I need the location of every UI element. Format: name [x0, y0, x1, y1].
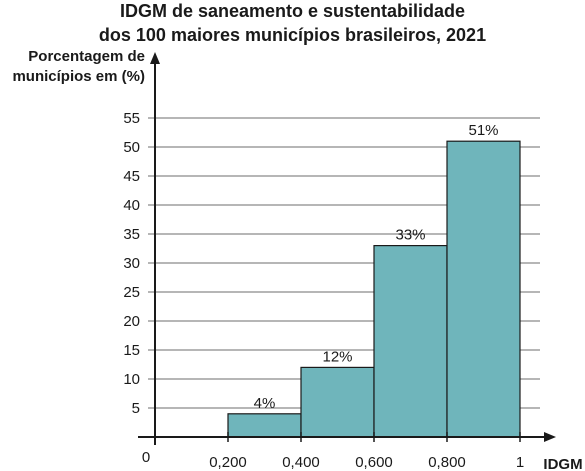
- y-tick-label-10: 10: [123, 371, 140, 388]
- y-axis-arrow: [150, 52, 160, 64]
- y-tick-label-40: 40: [123, 197, 140, 214]
- origin-label: 0: [142, 449, 150, 466]
- chart-title-line1: IDGM de saneamento e sustentabilidade: [119, 1, 466, 21]
- x-tick-label-4: 1: [516, 454, 524, 471]
- x-tick-label-0: 0,200: [209, 454, 247, 471]
- y-tick-label-30: 30: [123, 255, 140, 272]
- y-tick-label-45: 45: [123, 168, 140, 185]
- x-tick-label-2: 0,600: [355, 454, 393, 471]
- chart-title-line2: dos 100 maiores municípios brasileiros, …: [98, 25, 487, 45]
- bar-2: [373, 245, 448, 438]
- data-label-0: 4%: [254, 395, 276, 412]
- y-tick-label-15: 15: [123, 342, 140, 359]
- bars: [227, 140, 521, 438]
- data-label-1: 12%: [322, 348, 352, 365]
- x-tick-label-3: 0,800: [428, 454, 466, 471]
- x-axis-arrow: [544, 432, 556, 442]
- data-label-2: 33%: [395, 227, 425, 244]
- bar-0: [227, 413, 302, 438]
- x-axis-title: IDGM: [543, 456, 582, 471]
- y-tick-label-55: 55: [123, 110, 140, 127]
- y-axis-title: Porcentagem de municípios em (%): [0, 47, 145, 87]
- x-tick-label-1: 0,400: [282, 454, 320, 471]
- y-tick-label-50: 50: [123, 139, 140, 156]
- y-axis-title-line1: Porcentagem de: [28, 48, 145, 65]
- y-tick-label-35: 35: [123, 226, 140, 243]
- bar-1: [300, 366, 375, 438]
- axes: [138, 52, 556, 445]
- data-label-3: 51%: [468, 122, 498, 139]
- y-axis-title-line2: municípios em (%): [12, 68, 145, 85]
- bar-3: [446, 140, 521, 438]
- y-tick-label-25: 25: [123, 284, 140, 301]
- y-tick-label-20: 20: [123, 313, 140, 330]
- y-tick-label-5: 5: [132, 400, 140, 417]
